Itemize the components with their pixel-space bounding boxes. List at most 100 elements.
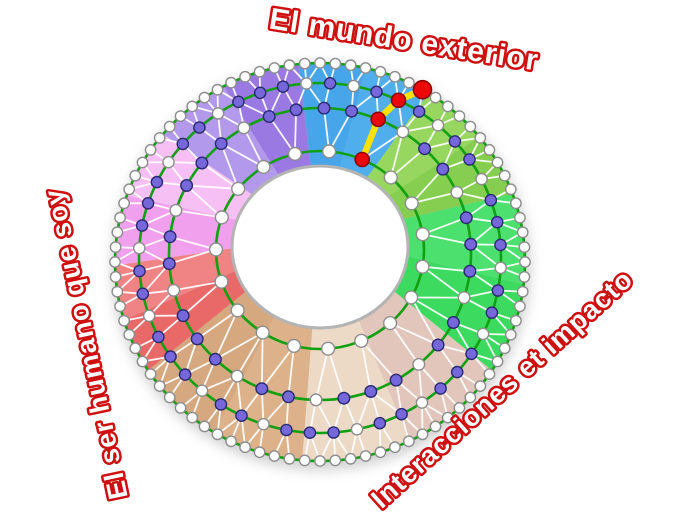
wheel-node[interactable] [453,110,466,123]
wheel-node[interactable] [253,86,267,100]
wheel-node[interactable] [268,62,281,74]
wheel-node[interactable] [253,446,266,459]
wheel-node[interactable] [255,325,270,340]
wheel-node[interactable] [464,237,478,251]
wheel-node[interactable] [135,219,149,232]
wheel-node[interactable] [446,316,460,330]
wheel-node[interactable] [198,91,211,104]
wheel-node[interactable] [118,314,131,327]
wheel-node[interactable] [329,454,342,467]
wheel-node[interactable] [412,357,426,371]
wheel-node[interactable] [109,256,121,268]
wheel-node[interactable] [322,144,337,159]
wheel-node[interactable] [463,153,476,166]
wheel-node[interactable] [415,259,430,274]
wheel-node[interactable] [459,211,473,225]
wheel-node[interactable] [484,193,498,207]
wheel-node[interactable] [327,426,340,439]
wheel-node[interactable] [129,342,142,355]
wheel-node[interactable] [268,450,281,462]
wheel-node[interactable] [198,420,211,433]
wheel-node[interactable] [239,441,252,454]
wheel-node[interactable] [298,454,311,467]
wheel-node[interactable] [133,264,146,278]
wheel-node[interactable] [211,83,224,96]
wheel-node[interactable] [354,333,369,348]
wheel-node[interactable] [211,428,224,441]
wheel-node[interactable] [193,121,206,134]
wheel-node[interactable] [262,109,276,123]
wheel-node[interactable] [289,103,303,117]
wheel-node[interactable] [395,407,408,421]
wheel-node[interactable] [169,203,183,217]
wheel-node[interactable] [494,261,508,275]
wheel-node[interactable] [163,120,176,133]
wheel-node[interactable] [436,162,450,176]
wheel-node[interactable] [231,181,246,196]
wheel-node[interactable] [237,121,251,135]
wheel-node[interactable] [490,215,504,229]
wheel-node[interactable] [283,452,296,465]
wheel-node[interactable] [321,341,336,356]
wheel-node[interactable] [441,100,454,113]
wheel-node[interactable] [359,62,372,74]
wheel-node[interactable] [225,76,238,89]
wheel-node[interactable] [453,401,466,414]
wheel-node[interactable] [152,330,165,344]
wheel-node[interactable] [431,119,445,132]
wheel-node[interactable] [225,435,238,448]
wheel-node[interactable] [345,104,359,118]
wheel-node[interactable] [350,422,364,436]
wheel-node[interactable] [483,368,496,380]
wheel-node[interactable] [239,70,252,83]
wheel-node[interactable] [208,352,222,366]
wheel-node[interactable] [163,391,176,404]
wheel-node[interactable] [141,196,155,210]
wheel-node[interactable] [491,355,504,368]
wheel-node[interactable] [123,328,136,341]
wheel-node[interactable] [114,300,127,313]
wheel-node[interactable] [516,285,529,298]
wheel-node[interactable] [429,420,442,433]
wheel-node[interactable] [114,211,127,224]
wheel-node[interactable] [129,169,142,182]
wheel-node[interactable] [518,270,531,283]
wheel-node[interactable] [498,169,511,182]
wheel-node[interactable] [429,91,442,104]
wheel-node[interactable] [510,314,522,327]
wheel-node[interactable] [416,428,429,441]
wheel-node[interactable] [359,450,372,462]
wheel-node[interactable] [464,391,477,404]
wheel-node[interactable] [483,143,496,156]
wheel-node[interactable] [404,290,419,305]
wheel-node[interactable] [118,197,131,210]
wheel-node[interactable] [374,65,387,78]
wheel-node[interactable] [418,142,432,156]
wheel-node[interactable] [167,283,181,297]
wheel-node[interactable] [109,270,122,283]
wheel-node[interactable] [286,338,302,354]
wheel-node[interactable] [164,350,177,363]
wheel-node[interactable] [208,242,224,257]
wheel-node[interactable] [465,347,478,361]
wheel-node[interactable] [402,435,415,448]
highlight-node[interactable] [370,111,387,128]
wheel-node[interactable] [153,131,166,144]
wheel-node[interactable] [136,156,149,169]
wheel-node[interactable] [280,423,293,437]
highlight-node[interactable] [354,151,371,168]
highlight-path[interactable] [358,86,426,163]
wheel-node[interactable] [153,380,166,392]
wheel-node[interactable] [109,241,122,254]
wheel-node[interactable] [388,441,401,454]
wheel-node[interactable] [514,211,526,224]
highlight-node[interactable] [412,79,433,100]
wheel-node[interactable] [364,385,378,399]
wheel-node[interactable] [498,342,511,355]
wheel-node[interactable] [389,373,403,387]
wheel-node[interactable] [404,196,419,211]
wheel-node[interactable] [415,227,430,242]
wheel-node[interactable] [491,284,505,297]
wheel-node[interactable] [504,328,517,341]
wheel-node[interactable] [344,452,357,465]
